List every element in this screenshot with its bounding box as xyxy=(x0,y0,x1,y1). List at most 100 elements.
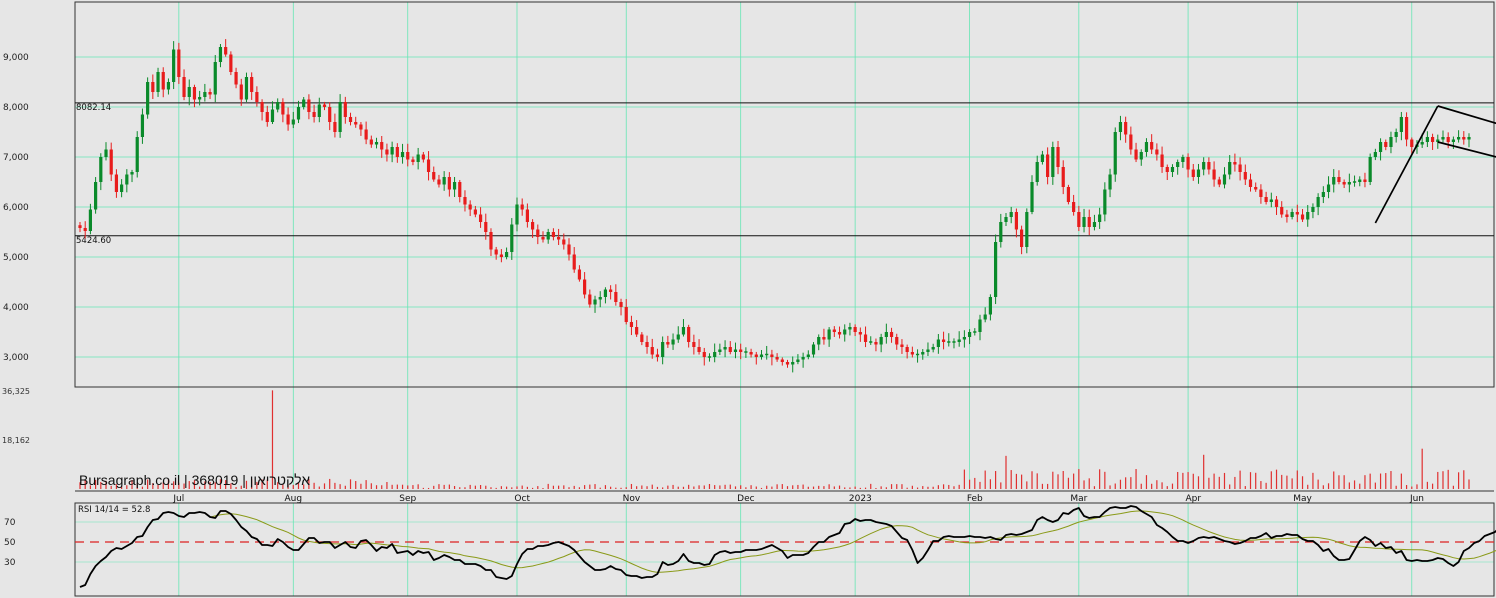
volume-bar xyxy=(479,485,482,489)
candle-body xyxy=(468,204,472,210)
volume-bar xyxy=(818,485,820,489)
candle-body xyxy=(1467,137,1471,140)
candle-body xyxy=(161,72,165,90)
candle-body xyxy=(1410,139,1414,147)
volume-bar xyxy=(599,487,601,489)
candle-body xyxy=(1061,167,1065,187)
candle-body xyxy=(286,114,290,125)
volume-bar xyxy=(714,485,716,489)
candle-body xyxy=(895,337,899,345)
candle-body xyxy=(967,332,972,337)
volume-bar xyxy=(256,481,258,489)
volume-bar xyxy=(516,486,518,489)
candle-body xyxy=(988,297,992,315)
candle-body xyxy=(484,222,488,232)
candle-body xyxy=(1300,214,1305,220)
candle-body xyxy=(458,182,462,197)
volume-bar xyxy=(1234,476,1236,489)
volume-bar xyxy=(1156,480,1158,489)
volume-bar xyxy=(344,485,346,489)
candle-body xyxy=(442,177,446,185)
volume-bar xyxy=(193,480,196,489)
volume-bar xyxy=(1322,485,1324,489)
volume-bar xyxy=(734,486,737,489)
candles xyxy=(78,39,1471,373)
candle-body xyxy=(333,122,337,132)
volume-bar xyxy=(297,482,300,489)
volume-bar xyxy=(370,483,372,489)
volume-bar xyxy=(1078,469,1080,489)
candle-body xyxy=(1144,142,1149,152)
candle-body xyxy=(1321,192,1325,197)
candle-body xyxy=(140,114,145,137)
volume-bar xyxy=(604,485,607,489)
volume-bar xyxy=(214,482,216,489)
volume-bar xyxy=(870,483,872,489)
candle-body xyxy=(973,331,977,333)
candle-body xyxy=(822,337,826,340)
volume-bar xyxy=(1457,472,1460,489)
volume-bar xyxy=(230,483,232,489)
candle-body xyxy=(187,87,191,97)
volume-bar xyxy=(318,486,320,489)
candle-body xyxy=(609,289,613,292)
volume-bar xyxy=(417,484,419,489)
volume-bar xyxy=(1047,483,1049,489)
candle-body xyxy=(775,357,779,360)
volume-bar xyxy=(537,486,539,489)
volume-bar xyxy=(1119,479,1122,489)
volume-bar xyxy=(225,480,227,489)
volume-bar xyxy=(521,485,523,489)
candle-body xyxy=(952,341,956,343)
volume-bar xyxy=(433,485,435,489)
volume-bar xyxy=(391,484,393,489)
candle-body xyxy=(785,362,790,365)
volume-bar xyxy=(1104,471,1106,489)
volume-bar xyxy=(1229,484,1231,489)
month-label: Nov xyxy=(623,494,641,504)
volume-bar xyxy=(162,482,164,489)
volume-bar xyxy=(1390,471,1392,489)
volume-bar xyxy=(948,484,950,489)
volume-bar xyxy=(89,485,92,489)
volume-bar xyxy=(531,487,534,489)
candle-body xyxy=(437,179,441,185)
volume-bar xyxy=(308,479,310,489)
candle-body xyxy=(843,329,847,335)
volume-bar xyxy=(958,484,960,489)
candle-body xyxy=(1259,189,1263,197)
candle-body xyxy=(676,334,680,340)
volume-bar xyxy=(989,479,991,489)
candle-body xyxy=(234,72,238,85)
volume-bar xyxy=(1130,477,1132,489)
volume-bar xyxy=(1036,473,1038,489)
candle-body xyxy=(1316,197,1320,207)
volume-bar xyxy=(1364,475,1366,489)
candle-body xyxy=(1295,212,1299,215)
candle-body xyxy=(869,341,873,343)
candle-body xyxy=(1233,162,1237,165)
volume-bar xyxy=(313,482,315,489)
volume-bar xyxy=(204,481,206,489)
candle-body xyxy=(593,299,597,305)
trendline xyxy=(1437,105,1496,125)
candle-body xyxy=(635,327,639,335)
candle-body xyxy=(276,102,280,110)
candle-body xyxy=(1196,169,1201,177)
candle-body xyxy=(744,351,748,353)
candle-body xyxy=(380,142,384,150)
candle-body xyxy=(504,252,509,257)
volume-bar xyxy=(1275,469,1278,489)
candle-body xyxy=(166,82,171,90)
candle-body xyxy=(957,339,961,342)
volume-bar xyxy=(209,482,211,489)
volume-bar xyxy=(766,485,768,489)
candle-body xyxy=(1285,214,1289,217)
volume-bar xyxy=(1317,479,1319,489)
candle-body xyxy=(1066,187,1071,202)
candle-body xyxy=(541,237,545,240)
month-label: Jul xyxy=(172,494,184,504)
volume-bar xyxy=(110,485,112,489)
candle-body xyxy=(739,349,743,352)
volume-bar xyxy=(792,485,794,489)
